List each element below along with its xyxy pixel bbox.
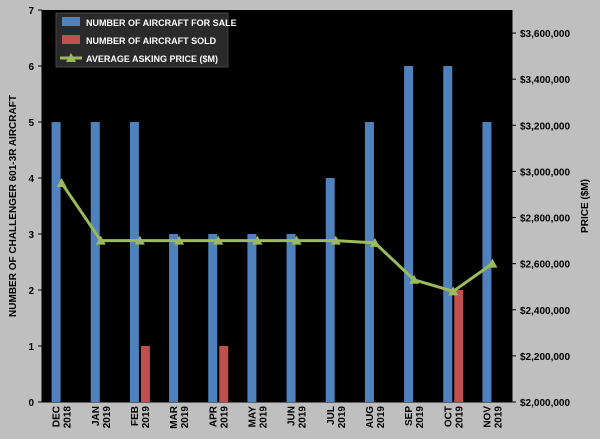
x-tick-label-year: 2019: [102, 406, 113, 429]
y2-tick-label: $2,600,000: [520, 260, 570, 271]
bar-for-sale: [129, 122, 139, 402]
y2-tick-label: $2,400,000: [520, 306, 570, 317]
x-tick-label-month: FEB: [130, 406, 141, 426]
price-point: [95, 235, 106, 245]
bar-for-sale: [482, 122, 492, 402]
y-tick-label: 7: [28, 6, 34, 17]
price-line: [60, 182, 494, 293]
x-tick-label-month: MAR: [169, 405, 180, 429]
x-tick-label-month: APR: [208, 405, 219, 427]
plot-area: [42, 10, 512, 402]
x-tick-label-year: 2019: [219, 406, 230, 429]
x-tick-label-year: 2019: [415, 406, 426, 429]
y-tick-label: 1: [28, 342, 34, 353]
bar-for-sale: [247, 234, 257, 402]
x-tick-label-year: 2019: [337, 406, 348, 429]
bar-for-sale: [404, 66, 414, 402]
bar-for-sale: [208, 234, 218, 402]
y2-tick-label: $3,000,000: [520, 167, 570, 178]
y-tick-label: 6: [28, 62, 34, 73]
price-point: [56, 177, 67, 187]
legend-swatch-for-sale: [62, 17, 80, 26]
y2-tick-label: $3,600,000: [520, 29, 570, 40]
bar-for-sale: [364, 122, 374, 402]
x-tick-label-month: JUL: [326, 406, 337, 425]
bar-sold: [454, 290, 464, 402]
price-point: [409, 274, 420, 284]
bar-for-sale: [169, 234, 179, 402]
legend-swatch-sold: [62, 35, 80, 44]
x-tick-label-year: 2019: [454, 406, 465, 429]
x-tick-label-year: 2019: [376, 406, 387, 429]
price-point: [448, 286, 459, 296]
y2-tick-label: $3,200,000: [520, 121, 570, 132]
y-tick-label: 5: [28, 118, 34, 129]
bar-sold: [140, 346, 150, 402]
bar-for-sale: [443, 66, 453, 402]
price-point: [213, 235, 224, 245]
y2-axis-title: PRICE ($M): [580, 179, 591, 233]
x-tick-label-year: 2019: [298, 406, 309, 429]
bar-for-sale: [286, 234, 296, 402]
y-tick-label: 4: [28, 174, 34, 185]
y-tick-label: 0: [28, 398, 34, 409]
legend-label-sold: NUMBER OF AIRCRAFT SOLD: [86, 36, 217, 46]
x-tick-label-year: 2019: [141, 406, 152, 429]
x-tick-label-month: JUN: [287, 406, 298, 426]
x-tick-label-month: MAY: [247, 406, 258, 428]
bar-for-sale: [90, 122, 100, 402]
y-tick-label: 2: [28, 286, 34, 297]
x-tick-label-month: SEP: [404, 406, 415, 426]
x-tick-label-month: OCT: [443, 406, 454, 427]
y2-tick-label: $2,800,000: [520, 214, 570, 225]
price-point: [369, 237, 380, 247]
legend-label-for-sale: NUMBER OF AIRCRAFT FOR SALE: [86, 18, 237, 28]
price-point: [330, 235, 341, 245]
x-tick-label-month: DEC: [52, 406, 63, 427]
x-tick-label-year: 2018: [63, 406, 74, 429]
x-tick-label-year: 2019: [180, 406, 191, 429]
y-tick-label: 3: [28, 230, 34, 241]
bar-sold: [219, 346, 229, 402]
price-point: [134, 235, 145, 245]
legend-label-price: AVERAGE ASKING PRICE ($M): [86, 54, 218, 64]
price-point: [291, 235, 302, 245]
price-point: [252, 235, 263, 245]
y2-tick-label: $2,000,000: [520, 398, 570, 409]
y2-tick-label: $3,400,000: [520, 75, 570, 86]
x-tick-label-year: 2019: [258, 406, 269, 429]
legend-box: [55, 12, 229, 68]
x-tick-label-month: AUG: [365, 406, 376, 428]
bar-for-sale: [51, 122, 61, 402]
y2-tick-label: $2,200,000: [520, 352, 570, 363]
y-axis-title: NUMBER OF CHALLENGER 601-3R AIRCRAFT: [8, 95, 19, 317]
x-tick-label-month: NOV: [482, 406, 493, 428]
x-tick-label-year: 2019: [493, 406, 504, 429]
price-point: [174, 235, 185, 245]
x-tick-label-month: JAN: [91, 406, 102, 426]
legend-swatch-price-marker: [66, 53, 76, 62]
bar-for-sale: [325, 178, 335, 402]
price-point: [487, 258, 498, 268]
